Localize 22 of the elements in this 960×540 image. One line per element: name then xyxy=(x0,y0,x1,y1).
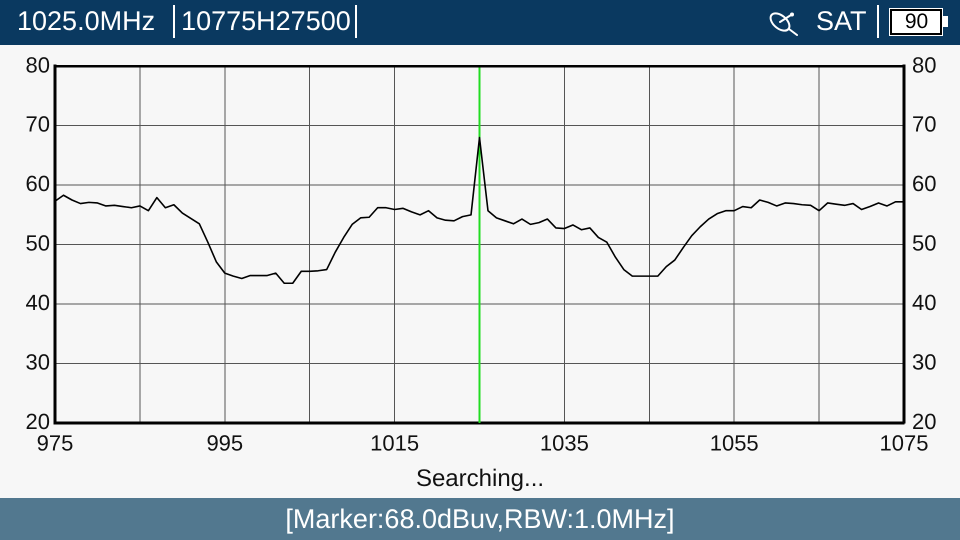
y-tick-label: 40 xyxy=(26,290,50,316)
text: 1025.0MHz xyxy=(17,5,176,38)
text: 10775H27500 xyxy=(175,5,357,38)
y2-tick-label: 70 xyxy=(912,112,936,137)
y2-tick-label: 40 xyxy=(912,290,936,316)
y2-tick-label: 80 xyxy=(912,52,936,78)
y-tick-label: 60 xyxy=(26,171,50,196)
text: SAT xyxy=(816,5,879,38)
y2-tick-label: 30 xyxy=(912,350,936,375)
y2-tick-label: 60 xyxy=(912,171,936,196)
x-tick-label: 1035 xyxy=(540,430,589,456)
text: 90 xyxy=(890,9,943,35)
text: Searching... xyxy=(414,465,546,492)
y-tick-label: 50 xyxy=(26,230,50,256)
y-tick-label: 80 xyxy=(26,52,50,78)
y-tick-label: 70 xyxy=(26,112,50,137)
x-tick-label: 1055 xyxy=(710,430,759,456)
x-tick-label: 1015 xyxy=(370,430,420,456)
y-tick-label: 30 xyxy=(26,350,50,375)
y2-tick-label: 50 xyxy=(912,230,936,256)
text: [Marker:68.0dBuv,RBW:1.0MHz] xyxy=(284,503,676,536)
x-tick-label: 995 xyxy=(206,430,244,456)
